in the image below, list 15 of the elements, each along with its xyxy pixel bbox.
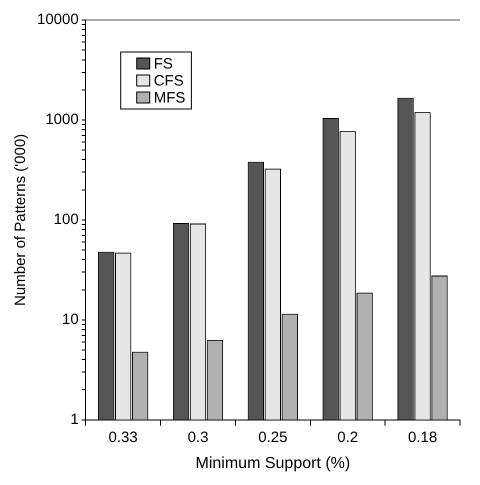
legend-label: CFS — [154, 72, 184, 90]
x-axis-title: Minimum Support (%) — [196, 454, 350, 472]
legend-label: MFS — [154, 90, 186, 107]
x-tick-label: 0.25 — [258, 428, 288, 446]
y-tick-label: 10 — [62, 310, 79, 328]
x-tick-label: 0.2 — [337, 428, 358, 446]
legend-label: FS — [154, 56, 173, 73]
x-tick-label: 0.18 — [408, 428, 438, 446]
y-tick-label: 10000 — [36, 11, 79, 28]
x-tick-label: 0.3 — [188, 428, 208, 446]
y-tick-label: 1 — [70, 410, 79, 428]
x-tick-label: 0.33 — [108, 428, 138, 446]
y-tick-label: 1000 — [45, 111, 79, 128]
y-axis-title: Number of Patterns ('000) — [12, 134, 30, 306]
y-tick-label: 100 — [54, 211, 79, 228]
